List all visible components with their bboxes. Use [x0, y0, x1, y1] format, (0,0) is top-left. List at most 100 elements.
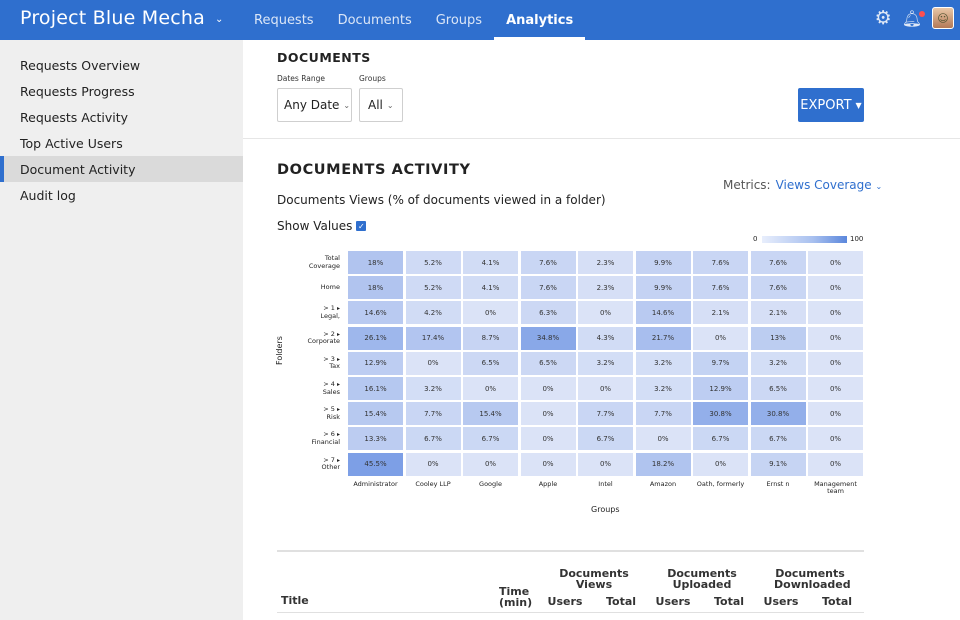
heatmap-cell[interactable]: 0% [520, 452, 576, 476]
heatmap-row-label[interactable]: > 1 ▸ Legal, [320, 304, 341, 320]
heatmap-cell[interactable]: 0% [405, 452, 461, 476]
heatmap-cell[interactable]: 7.6% [750, 251, 806, 274]
col-views-total[interactable]: Total [605, 595, 637, 608]
heatmap-cell[interactable]: 0% [520, 427, 576, 451]
col-downloaded-total[interactable]: Total [821, 595, 853, 608]
heatmap-cell[interactable]: 0% [808, 351, 863, 375]
heatmap-cell[interactable]: 21.7% [635, 326, 691, 350]
metrics-dropdown[interactable]: Views Coverage ⌄ [776, 178, 883, 192]
heatmap-cell[interactable]: 26.1% [348, 326, 403, 350]
heatmap-cell[interactable]: 0% [808, 402, 863, 426]
sidebar-item-top-active-users[interactable]: Top Active Users [20, 135, 123, 151]
heatmap-cell[interactable]: 0% [808, 251, 863, 274]
heatmap-cell[interactable]: 12.9% [348, 351, 403, 375]
heatmap-row-label[interactable]: > 3 ▸ Tax [323, 354, 340, 371]
tab-requests[interactable]: Requests [254, 12, 314, 28]
heatmap-cell[interactable]: 14.6% [348, 301, 403, 325]
heatmap-cell[interactable]: 0% [808, 326, 863, 350]
heatmap-cell[interactable]: 7.7% [405, 402, 461, 426]
col-uploaded-users[interactable]: Users [655, 595, 691, 608]
heatmap-cell[interactable]: 3.2% [635, 351, 691, 375]
heatmap-cell[interactable]: 15.4% [463, 402, 518, 426]
heatmap-cell[interactable]: 7.7% [578, 402, 633, 426]
heatmap-cell[interactable]: 7.6% [693, 251, 748, 274]
heatmap-cell[interactable]: 0% [520, 402, 576, 426]
heatmap-cell[interactable]: 6.5% [520, 351, 576, 375]
heatmap-cell[interactable]: 0% [463, 452, 518, 476]
heatmap-cell[interactable]: 7.6% [520, 276, 576, 300]
project-switcher[interactable]: Project Blue Mecha ⌄ [20, 7, 224, 29]
heatmap-cell[interactable]: 2.1% [693, 301, 748, 325]
heatmap-cell[interactable]: 7.6% [693, 276, 748, 300]
bell-icon[interactable]: 🔔︎ [902, 9, 925, 28]
heatmap-cell[interactable]: 3.2% [635, 377, 691, 400]
heatmap-cell[interactable]: 4.2% [405, 301, 461, 325]
heatmap-cell[interactable]: 6.7% [578, 427, 633, 451]
heatmap-row-label[interactable]: > 6 ▸ Financial [311, 430, 340, 446]
heatmap-cell[interactable]: 34.8% [520, 326, 576, 350]
heatmap-cell[interactable]: 0% [808, 276, 863, 300]
heatmap-cell[interactable]: 7.6% [520, 251, 576, 274]
heatmap-cell[interactable]: 30.8% [750, 402, 806, 426]
gear-icon[interactable]: ⚙ [874, 7, 892, 29]
col-downloaded-users[interactable]: Users [763, 595, 799, 608]
heatmap-cell[interactable]: 0% [578, 452, 633, 476]
heatmap-cell[interactable]: 8.7% [463, 326, 518, 350]
heatmap-cell[interactable]: 9.1% [750, 452, 806, 476]
heatmap-cell[interactable]: 7.6% [750, 276, 806, 300]
heatmap-cell[interactable]: 5.2% [405, 251, 461, 274]
heatmap-cell[interactable]: 0% [808, 427, 863, 451]
sidebar-item-requests-activity[interactable]: Requests Activity [20, 109, 129, 125]
col-uploaded-total[interactable]: Total [713, 595, 745, 608]
col-time[interactable]: Time (min) [499, 585, 533, 609]
heatmap-cell[interactable]: 0% [808, 452, 863, 476]
heatmap-cell[interactable]: 0% [808, 301, 863, 325]
tab-analytics[interactable]: Analytics [494, 0, 586, 40]
heatmap-row-label[interactable]: > 4 ▸ Sales [322, 380, 340, 396]
heatmap-cell[interactable]: 2.1% [750, 301, 806, 325]
heatmap-cell[interactable]: 0% [520, 377, 576, 400]
heatmap-cell[interactable]: 6.7% [693, 427, 748, 451]
heatmap-cell[interactable]: 18% [348, 251, 403, 274]
heatmap-cell[interactable]: 0% [693, 326, 748, 350]
heatmap-cell[interactable]: 14.6% [635, 301, 691, 325]
tab-documents[interactable]: Documents [337, 12, 412, 28]
heatmap-cell[interactable]: 30.8% [693, 402, 748, 426]
groups-select[interactable]: All ⌄ [359, 88, 403, 122]
heatmap-cell[interactable]: 9.9% [635, 251, 691, 274]
export-button[interactable]: EXPORT ▼ [798, 88, 864, 122]
heatmap-cell[interactable]: 4.1% [463, 276, 518, 300]
heatmap-cell[interactable]: 17.4% [405, 326, 461, 350]
heatmap-cell[interactable]: 3.2% [405, 377, 461, 400]
sidebar-item-requests-progress[interactable]: Requests Progress [20, 83, 135, 99]
heatmap-cell[interactable]: 13% [750, 326, 806, 350]
heatmap-cell[interactable]: 7.7% [635, 402, 691, 426]
heatmap-cell[interactable]: 0% [808, 377, 863, 400]
heatmap-cell[interactable]: 13.3% [348, 427, 403, 451]
col-title[interactable]: Title [281, 594, 309, 607]
heatmap-cell[interactable]: 3.2% [578, 351, 633, 375]
date-range-select[interactable]: Any Date ⌄ [277, 88, 352, 122]
heatmap-cell[interactable]: 0% [463, 301, 518, 325]
col-views-users[interactable]: Users [547, 595, 583, 608]
heatmap-cell[interactable]: 0% [463, 377, 518, 400]
heatmap-cell[interactable]: 15.4% [348, 402, 403, 426]
heatmap-cell[interactable]: 6.7% [750, 427, 806, 451]
show-values-checkbox[interactable]: ✓ [356, 221, 367, 231]
heatmap-row-label[interactable]: > 7 ▸ Other [321, 455, 340, 472]
heatmap-cell[interactable]: 6.5% [463, 351, 518, 375]
heatmap-cell[interactable]: 0% [693, 452, 748, 476]
heatmap-cell[interactable]: 6.5% [750, 377, 806, 400]
heatmap-cell[interactable]: 9.9% [635, 276, 691, 300]
heatmap-row-label[interactable]: > 2 ▸ Corporate [307, 329, 341, 346]
heatmap-cell[interactable]: 6.3% [520, 301, 576, 325]
heatmap-cell[interactable]: 2.3% [578, 251, 633, 274]
heatmap-cell[interactable]: 0% [405, 351, 461, 375]
heatmap-cell[interactable]: 6.7% [463, 427, 518, 451]
tab-groups[interactable]: Groups [435, 12, 483, 28]
heatmap-cell[interactable]: 12.9% [693, 377, 748, 400]
heatmap-cell[interactable]: 3.2% [750, 351, 806, 375]
heatmap-cell[interactable]: 4.3% [578, 326, 633, 350]
heatmap-cell[interactable]: 0% [635, 427, 691, 451]
heatmap-cell[interactable]: 45.5% [348, 452, 403, 476]
